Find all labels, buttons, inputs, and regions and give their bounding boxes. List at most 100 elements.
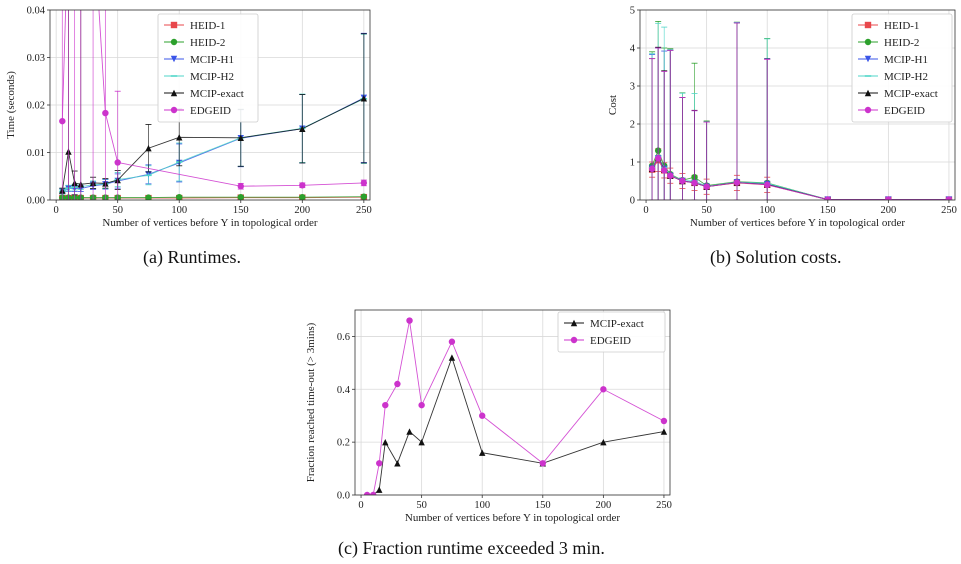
x-tick-label: 0 xyxy=(643,205,648,216)
data-point xyxy=(376,460,383,467)
x-axis-label: Number of vertices before Y in topologic… xyxy=(690,217,905,229)
legend: HEID-1 HEID-2 MCIP-H1 MCIP-H2 MCIP-exact EDGE… xyxy=(157,13,259,123)
data-point xyxy=(600,438,607,446)
x-tick-label: 200 xyxy=(294,205,310,216)
series-mcip-exact xyxy=(365,354,668,495)
data-point xyxy=(660,417,668,425)
x-tick-label: 200 xyxy=(880,205,896,216)
y-tick-label: 0.01 xyxy=(27,148,45,159)
y-tick-label: 0.0 xyxy=(337,491,350,502)
legend-box xyxy=(157,13,259,123)
legend-label-heid-2: HEID-2 xyxy=(884,37,919,49)
data-point xyxy=(102,109,109,117)
legend-label-edgeid: EDGEID xyxy=(884,105,925,117)
data-point xyxy=(448,354,456,361)
x-tick-label: 100 xyxy=(759,205,775,216)
y-tick-label: 0.6 xyxy=(337,332,350,343)
legend-label-heid-1: HEID-1 xyxy=(190,20,225,32)
data-point xyxy=(394,460,401,467)
data-point xyxy=(369,491,377,495)
axes-frame xyxy=(354,309,671,496)
legend-marker xyxy=(170,38,178,46)
y-tick-label: 0.00 xyxy=(27,196,45,207)
legend: HEID-1 HEID-2 MCIP-H1 MCIP-H2 MCIP-exact EDGE… xyxy=(851,13,953,123)
y-tick-label: 0.4 xyxy=(337,385,351,396)
x-axis-label: Number of vertices before Y in topologic… xyxy=(405,512,620,524)
data-point xyxy=(824,196,831,200)
data-point xyxy=(448,338,456,345)
data-point xyxy=(703,183,710,190)
data-point xyxy=(382,438,389,446)
data-point xyxy=(176,193,183,200)
legend-label-heid-1: HEID-1 xyxy=(884,20,919,32)
caption-a: (a) Runtimes. xyxy=(143,247,241,267)
data-point xyxy=(176,134,183,141)
y-tick-label: 2 xyxy=(630,120,635,131)
series-edgeid xyxy=(59,10,368,200)
x-tick-label: 50 xyxy=(701,205,712,216)
data-point xyxy=(237,193,244,200)
y-tick-label: 0.02 xyxy=(27,101,45,112)
x-tick-label: 50 xyxy=(112,205,123,216)
runtime-chart: 0 50 100 150 200 250 0.00 0.01 0.02 0.03 0.04 Numbe… xyxy=(5,6,372,230)
data-point xyxy=(661,167,668,174)
x-tick-label: 150 xyxy=(820,205,836,216)
data-point xyxy=(363,491,371,495)
data-point xyxy=(299,193,306,200)
data-point xyxy=(654,155,662,162)
data-point xyxy=(667,172,674,179)
legend-marker xyxy=(170,21,178,29)
legend-label-edgeid: EDGEID xyxy=(590,335,631,347)
x-tick-label: 50 xyxy=(416,500,427,511)
plot-area xyxy=(363,317,668,495)
data-point xyxy=(406,428,413,435)
timeout-fraction-chart: 0 50 100 150 200 250 0.0 0.2 0.4 0.6 Number of ver… xyxy=(305,309,672,524)
legend-label-mcip-exact: MCIP-exact xyxy=(884,88,938,100)
caption-b: (b) Solution costs. xyxy=(710,247,842,267)
legend-label-mcip-exact: MCIP-exact xyxy=(190,88,244,100)
y-tick-label: 0.04 xyxy=(27,6,46,17)
data-point xyxy=(382,401,389,409)
data-point xyxy=(660,428,668,435)
caption-c: (c) Fraction runtime exceeded 3 min. xyxy=(338,538,605,558)
data-point xyxy=(648,165,656,173)
x-tick-label: 250 xyxy=(356,205,372,216)
data-point xyxy=(679,177,686,185)
data-point xyxy=(600,386,607,393)
legend-marker xyxy=(170,106,178,114)
data-point xyxy=(376,486,383,493)
data-point xyxy=(394,380,401,388)
series-line xyxy=(367,356,665,495)
data-point xyxy=(299,125,306,132)
data-point xyxy=(237,134,244,141)
y-axis-label: Time (seconds) xyxy=(5,71,17,139)
y-axis-label: Cost xyxy=(607,95,619,115)
cost-chart: 0 50 100 150 200 250 0 1 2 3 4 5 Number of vertices … xyxy=(607,6,957,230)
legend-marker xyxy=(864,21,872,29)
series-edgeid xyxy=(363,317,668,495)
data-point xyxy=(237,183,244,190)
x-tick-label: 0 xyxy=(54,205,59,216)
y-tick-label: 3 xyxy=(630,82,635,93)
y-tick-label: 4 xyxy=(630,44,636,55)
y-tick-label: 1 xyxy=(630,158,635,169)
data-point xyxy=(479,449,486,456)
x-tick-label: 250 xyxy=(941,205,957,216)
data-point xyxy=(145,145,152,152)
series-heid-2 xyxy=(59,193,368,200)
legend: MCIP-exact EDGEID xyxy=(557,311,666,353)
plot-area xyxy=(648,20,953,200)
legend-box xyxy=(851,13,953,123)
legend-label-mcip-h1: MCIP-H1 xyxy=(190,54,234,66)
data-point xyxy=(59,117,66,125)
series-line xyxy=(367,320,665,495)
x-axis-label: Number of vertices before Y in topologic… xyxy=(102,217,317,229)
series-edgeid xyxy=(648,22,953,200)
legend-label-heid-2: HEID-2 xyxy=(190,37,225,49)
legend-marker xyxy=(864,106,872,114)
data-point xyxy=(733,179,741,186)
data-point xyxy=(479,412,486,419)
x-tick-label: 150 xyxy=(233,205,249,216)
series-line xyxy=(61,97,365,191)
legend-marker xyxy=(864,38,872,46)
